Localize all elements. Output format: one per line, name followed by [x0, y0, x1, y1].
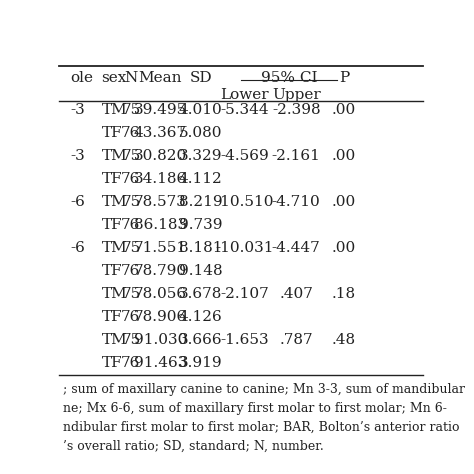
- Text: -3: -3: [70, 149, 85, 164]
- Text: N: N: [124, 72, 137, 85]
- Text: 9.739: 9.739: [179, 219, 222, 232]
- Text: SD: SD: [190, 72, 212, 85]
- Text: P: P: [339, 72, 349, 85]
- Text: -1.653: -1.653: [220, 333, 269, 347]
- Text: TM: TM: [101, 103, 127, 118]
- Text: TM: TM: [101, 241, 127, 255]
- Text: 78.790: 78.790: [134, 264, 187, 278]
- Text: .407: .407: [279, 287, 313, 301]
- Text: TM: TM: [101, 149, 127, 164]
- Text: 86.183: 86.183: [134, 219, 187, 232]
- Text: 75: 75: [121, 103, 140, 118]
- Text: 91.030: 91.030: [134, 333, 187, 347]
- Text: 95% CI: 95% CI: [261, 72, 317, 85]
- Text: Lower: Lower: [220, 88, 269, 102]
- Text: TF: TF: [101, 310, 122, 324]
- Text: 9.148: 9.148: [179, 264, 222, 278]
- Text: -5.344: -5.344: [220, 103, 269, 118]
- Text: -3: -3: [70, 103, 85, 118]
- Text: 75: 75: [121, 241, 140, 255]
- Text: 4.112: 4.112: [179, 173, 223, 186]
- Text: 30.820: 30.820: [134, 149, 187, 164]
- Text: .00: .00: [332, 149, 356, 164]
- Text: 76: 76: [121, 219, 141, 232]
- Text: .00: .00: [332, 241, 356, 255]
- Text: TF: TF: [101, 356, 122, 370]
- Text: 34.186: 34.186: [134, 173, 187, 186]
- Text: -6: -6: [70, 241, 85, 255]
- Text: TF: TF: [101, 264, 122, 278]
- Text: 75: 75: [121, 149, 140, 164]
- Text: ole: ole: [70, 72, 93, 85]
- Text: 71.551: 71.551: [134, 241, 187, 255]
- Text: TM: TM: [101, 195, 127, 210]
- Text: -10.031: -10.031: [216, 241, 274, 255]
- Text: sex: sex: [101, 72, 127, 85]
- Text: -2.398: -2.398: [272, 103, 320, 118]
- Text: 3.666: 3.666: [179, 333, 222, 347]
- Text: 76: 76: [121, 173, 141, 186]
- Text: -4.710: -4.710: [272, 195, 320, 210]
- Text: 91.463: 91.463: [134, 356, 187, 370]
- Text: -2.107: -2.107: [220, 287, 269, 301]
- Text: 75: 75: [121, 287, 140, 301]
- Text: 39.495: 39.495: [134, 103, 187, 118]
- Text: 76: 76: [121, 356, 141, 370]
- Text: 75: 75: [121, 195, 140, 210]
- Text: 78.573: 78.573: [134, 195, 187, 210]
- Text: Upper: Upper: [272, 88, 320, 102]
- Text: 5.080: 5.080: [179, 127, 222, 140]
- Text: 8.219: 8.219: [179, 195, 222, 210]
- Text: .48: .48: [332, 333, 356, 347]
- Text: 3.329: 3.329: [179, 149, 222, 164]
- Text: ne; Mx 6-6, sum of maxillary first molar to first molar; Mn 6-: ne; Mx 6-6, sum of maxillary first molar…: [63, 402, 447, 415]
- Text: TF: TF: [101, 173, 122, 186]
- Text: 76: 76: [121, 127, 141, 140]
- Text: 78.056: 78.056: [134, 287, 187, 301]
- Text: 3.919: 3.919: [179, 356, 222, 370]
- Text: -2.161: -2.161: [272, 149, 320, 164]
- Text: ; sum of maxillary canine to canine; Mn 3-3, sum of mandibular: ; sum of maxillary canine to canine; Mn …: [63, 383, 465, 396]
- Text: -4.447: -4.447: [272, 241, 320, 255]
- Text: -6: -6: [70, 195, 85, 210]
- Text: 4.126: 4.126: [179, 310, 223, 324]
- Text: 3.678: 3.678: [179, 287, 222, 301]
- Text: 43.367: 43.367: [134, 127, 187, 140]
- Text: 4.010: 4.010: [179, 103, 223, 118]
- Text: -4.569: -4.569: [220, 149, 269, 164]
- Text: 8.181: 8.181: [179, 241, 222, 255]
- Text: ndibular first molar to first molar; BAR, Bolton’s anterior ratio: ndibular first molar to first molar; BAR…: [63, 421, 459, 434]
- Text: .00: .00: [332, 195, 356, 210]
- Text: 76: 76: [121, 264, 141, 278]
- Text: ’s overall ratio; SD, standard; N, number.: ’s overall ratio; SD, standard; N, numbe…: [63, 440, 324, 453]
- Text: .00: .00: [332, 103, 356, 118]
- Text: TM: TM: [101, 287, 127, 301]
- Text: Mean: Mean: [138, 72, 182, 85]
- Text: -10.510: -10.510: [216, 195, 274, 210]
- Text: TM: TM: [101, 333, 127, 347]
- Text: .18: .18: [332, 287, 356, 301]
- Text: TF: TF: [101, 219, 122, 232]
- Text: 75: 75: [121, 333, 140, 347]
- Text: TF: TF: [101, 127, 122, 140]
- Text: .787: .787: [279, 333, 313, 347]
- Text: 76: 76: [121, 310, 141, 324]
- Text: 78.906: 78.906: [134, 310, 187, 324]
